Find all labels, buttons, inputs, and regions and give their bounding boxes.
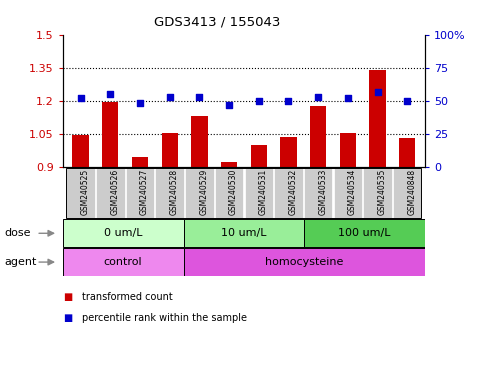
Point xyxy=(166,94,173,100)
Bar xyxy=(340,133,356,167)
Text: GSM240534: GSM240534 xyxy=(348,169,357,215)
Text: 100 um/L: 100 um/L xyxy=(339,228,391,238)
Text: percentile rank within the sample: percentile rank within the sample xyxy=(82,313,247,323)
Text: transformed count: transformed count xyxy=(82,292,173,302)
Bar xyxy=(280,137,297,167)
Text: GSM240531: GSM240531 xyxy=(259,169,268,215)
Text: 0 um/L: 0 um/L xyxy=(104,228,142,238)
Bar xyxy=(184,220,304,247)
Bar xyxy=(184,248,425,276)
Bar xyxy=(96,168,125,218)
Point xyxy=(344,95,352,101)
Point xyxy=(106,91,114,97)
Bar xyxy=(161,133,178,167)
Text: homocysteine: homocysteine xyxy=(265,257,343,267)
Bar xyxy=(126,168,154,218)
Bar xyxy=(63,220,184,247)
Point xyxy=(225,102,233,108)
Bar xyxy=(63,248,184,276)
Point xyxy=(284,98,292,104)
Text: control: control xyxy=(104,257,142,267)
Point xyxy=(255,98,263,104)
Bar xyxy=(191,116,208,167)
Text: GDS3413 / 155043: GDS3413 / 155043 xyxy=(154,15,281,28)
Bar xyxy=(251,145,267,167)
Text: GSM240532: GSM240532 xyxy=(288,169,298,215)
Bar xyxy=(304,168,332,218)
Text: GSM240535: GSM240535 xyxy=(378,169,386,215)
Bar xyxy=(304,220,425,247)
Bar xyxy=(393,168,422,218)
Point xyxy=(403,98,411,104)
Text: GSM240525: GSM240525 xyxy=(81,169,90,215)
Point xyxy=(136,100,144,106)
Text: GSM240533: GSM240533 xyxy=(318,169,327,215)
Bar xyxy=(156,168,184,218)
Point xyxy=(77,95,85,101)
Bar xyxy=(215,168,243,218)
Text: GSM240530: GSM240530 xyxy=(229,169,238,215)
Text: agent: agent xyxy=(5,257,37,267)
Bar xyxy=(310,106,327,167)
Bar xyxy=(369,70,386,167)
Text: ■: ■ xyxy=(63,292,72,302)
Point xyxy=(314,94,322,100)
Text: ■: ■ xyxy=(63,313,72,323)
Bar xyxy=(66,168,95,218)
Point xyxy=(196,94,203,100)
Bar xyxy=(274,168,303,218)
Text: GSM240528: GSM240528 xyxy=(170,169,179,215)
Bar xyxy=(399,138,415,167)
Bar xyxy=(102,102,118,167)
Text: GSM240527: GSM240527 xyxy=(140,169,149,215)
Text: dose: dose xyxy=(5,228,31,238)
Text: GSM240526: GSM240526 xyxy=(110,169,119,215)
Bar xyxy=(132,157,148,167)
Bar xyxy=(244,168,273,218)
Bar xyxy=(185,168,213,218)
Text: GSM240848: GSM240848 xyxy=(407,169,416,215)
Text: GSM240529: GSM240529 xyxy=(199,169,208,215)
Bar xyxy=(363,168,392,218)
Bar xyxy=(221,162,237,167)
Point xyxy=(374,88,382,94)
Text: 10 um/L: 10 um/L xyxy=(221,228,267,238)
Bar xyxy=(334,168,362,218)
Bar xyxy=(72,135,89,167)
